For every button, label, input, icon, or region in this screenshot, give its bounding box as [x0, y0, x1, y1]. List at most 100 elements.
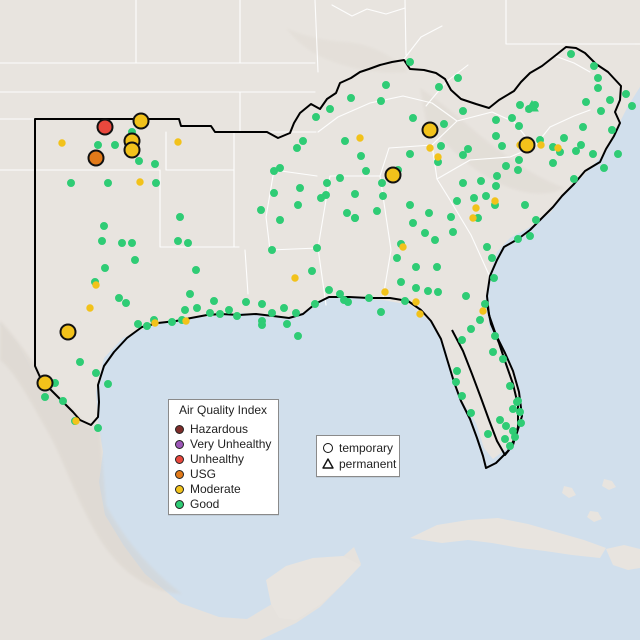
- moderate-aqi-station-marker: [491, 197, 499, 205]
- good-aqi-station-marker: [350, 189, 359, 198]
- usg-swatch-icon: [175, 469, 184, 479]
- good-aqi-station-marker: [505, 381, 514, 390]
- good-aqi-station-marker: [448, 227, 457, 236]
- good-aqi-station-marker: [452, 196, 461, 205]
- good-aqi-station-marker: [515, 155, 524, 164]
- good-aqi-station-marker: [514, 165, 523, 174]
- good-aqi-station-marker: [400, 296, 409, 305]
- good-aqi-station-marker: [458, 150, 467, 159]
- good-aqi-station-marker: [377, 178, 386, 187]
- good-aqi-station-marker: [307, 266, 316, 275]
- circle-icon: [321, 441, 335, 455]
- legend-item-moderate: Moderate: [175, 482, 241, 496]
- bahamas-land: [562, 479, 616, 522]
- good-aqi-station-marker: [594, 74, 603, 83]
- good-aqi-station-marker: [322, 178, 331, 187]
- good-aqi-station-marker: [241, 297, 250, 306]
- state-borders: [0, 0, 640, 306]
- moderate-aqi-station-marker: [86, 304, 94, 312]
- good-aqi-station-marker: [458, 178, 467, 187]
- good-swatch-icon: [175, 499, 184, 509]
- moderate-aqi-station-marker: [174, 138, 182, 146]
- good-aqi-station-marker: [134, 156, 143, 165]
- good-aqi-station-marker: [577, 140, 586, 149]
- good-aqi-station-marker: [215, 309, 224, 318]
- good-aqi-station-marker: [436, 141, 445, 150]
- good-aqi-station-marker: [350, 213, 359, 222]
- good-aqi-station-marker: [59, 396, 68, 405]
- good-aqi-station-marker: [310, 299, 319, 308]
- legend-item-permanent: permanent: [321, 456, 396, 472]
- good-aqi-station-marker: [183, 238, 192, 247]
- good-aqi-station-marker: [381, 81, 390, 90]
- good-aqi-station-marker: [115, 293, 124, 302]
- site-type-legend: temporary permanent: [316, 435, 400, 477]
- moderate-aqi-station-marker: [151, 319, 159, 327]
- good-aqi-station-marker: [133, 319, 142, 328]
- hazardous-swatch-icon: [175, 424, 184, 434]
- temporary-moderate-station-marker: [132, 112, 150, 130]
- good-aqi-station-marker: [430, 235, 439, 244]
- good-aqi-station-marker: [458, 107, 467, 116]
- good-aqi-station-marker: [423, 286, 432, 295]
- good-aqi-station-marker: [476, 176, 485, 185]
- good-aqi-station-marker: [572, 146, 581, 155]
- good-aqi-station-marker: [510, 432, 519, 441]
- good-aqi-station-marker: [497, 141, 506, 150]
- good-aqi-station-marker: [475, 315, 484, 324]
- moderate-aqi-station-marker: [92, 281, 100, 289]
- good-aqi-station-marker: [269, 188, 278, 197]
- good-aqi-station-marker: [405, 58, 414, 67]
- legend-label-good: Good: [190, 497, 220, 511]
- moderate-aqi-station-marker: [291, 274, 299, 282]
- good-aqi-station-marker: [205, 308, 214, 317]
- good-aqi-station-marker: [342, 208, 351, 217]
- good-aqi-station-marker: [173, 236, 182, 245]
- cuba-land: [410, 518, 606, 558]
- good-aqi-station-marker: [76, 357, 85, 366]
- good-aqi-station-marker: [501, 421, 510, 430]
- good-aqi-station-marker: [378, 191, 387, 200]
- good-aqi-station-marker: [582, 98, 591, 107]
- temporary-moderate-station-marker: [421, 121, 439, 139]
- good-aqi-station-marker: [481, 191, 490, 200]
- good-aqi-station-marker: [376, 307, 385, 316]
- good-aqi-station-marker: [191, 265, 200, 274]
- moderate-aqi-station-marker: [72, 417, 80, 425]
- good-aqi-station-marker: [293, 331, 302, 340]
- good-aqi-station-marker: [452, 366, 461, 375]
- good-aqi-station-marker: [514, 234, 523, 243]
- legend-label-moderate: Moderate: [190, 482, 241, 496]
- temporary-usg-station-marker: [87, 149, 105, 167]
- good-aqi-station-marker: [594, 84, 603, 93]
- legend-item-unhealthy: Unhealthy: [175, 452, 244, 466]
- good-aqi-station-marker: [343, 297, 352, 306]
- legend-item-temporary: temporary: [321, 440, 393, 456]
- good-aqi-station-marker: [463, 144, 472, 153]
- good-aqi-station-marker: [118, 238, 127, 247]
- good-aqi-station-marker: [491, 116, 500, 125]
- good-aqi-station-marker: [335, 289, 344, 298]
- aqi-legend: Air Quality Index Hazardous Very Unhealt…: [168, 399, 279, 515]
- good-aqi-station-marker: [570, 174, 579, 183]
- good-aqi-station-marker: [267, 308, 276, 317]
- good-aqi-station-marker: [321, 190, 330, 199]
- yucatan-land: [266, 556, 361, 620]
- good-aqi-station-marker: [466, 324, 475, 333]
- moderate-aqi-station-marker: [182, 317, 190, 325]
- good-aqi-station-marker: [142, 321, 151, 330]
- good-aqi-station-marker: [579, 123, 588, 132]
- legend-label-temporary: temporary: [339, 441, 394, 455]
- legend-label-very-unhealthy: Very Unhealthy: [190, 437, 272, 451]
- good-aqi-station-marker: [104, 379, 113, 388]
- good-aqi-station-marker: [411, 262, 420, 271]
- good-aqi-station-marker: [325, 105, 334, 114]
- good-aqi-station-marker: [600, 163, 609, 172]
- good-aqi-station-marker: [282, 319, 291, 328]
- legend-item-hazardous: Hazardous: [175, 422, 248, 436]
- good-aqi-station-marker: [167, 317, 176, 326]
- good-aqi-station-marker: [94, 423, 103, 432]
- moderate-aqi-station-marker: [472, 204, 480, 212]
- unhealthy-swatch-icon: [175, 454, 184, 464]
